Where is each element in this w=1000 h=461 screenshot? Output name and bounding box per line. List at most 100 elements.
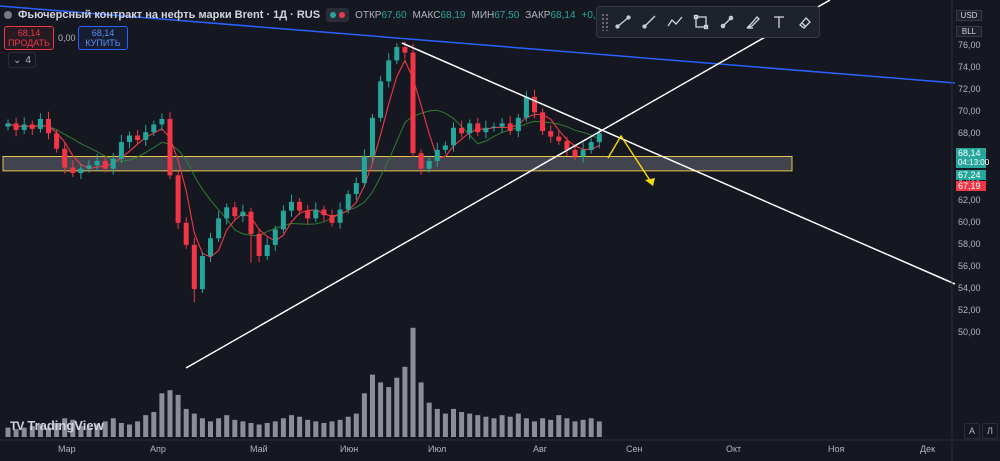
candle-body (110, 158, 116, 169)
volume-bar (86, 427, 92, 437)
price-axis-label: 76,00 (958, 40, 981, 50)
volume-bar (394, 377, 400, 437)
candle-body (224, 207, 230, 219)
volume-bar (46, 427, 51, 437)
volume-bar (370, 374, 375, 437)
candle-body (353, 183, 359, 195)
price-axis-label: 70,00 (958, 106, 981, 117)
market-status-pill[interactable] (326, 8, 350, 22)
candle-body (515, 117, 521, 132)
ohlc-open: ОТКР67,60 (355, 9, 407, 21)
volume-bar (224, 415, 230, 437)
volume-bar (21, 427, 27, 437)
tradingview-logo[interactable]: TV TradingView (10, 418, 104, 433)
falling-resistance-trendline (401, 42, 956, 285)
volume-bar (556, 415, 562, 437)
ohlc-low: МИН67,50 (471, 9, 520, 21)
symbol-title[interactable]: Фьючерсный контракт на нефть марки Brent… (18, 9, 321, 21)
blue-trendline (0, 5, 956, 84)
candle-body (232, 207, 238, 217)
symbol-header: Фьючерсный контракт на нефть марки Brent… (4, 6, 650, 24)
trend-line-tool-button[interactable] (611, 10, 635, 34)
price-axis-label: 52,00 (958, 305, 981, 316)
candle-body (199, 255, 205, 290)
candle-body (548, 131, 554, 137)
drag-handle-icon[interactable] (601, 13, 609, 31)
tradingview-logo-icon: TV (10, 418, 24, 433)
volume-bar (289, 415, 294, 437)
forecast-path (607, 134, 654, 186)
buy-button[interactable]: 68,14 КУПИТЬ (78, 26, 128, 50)
eraser-tool-button[interactable] (793, 10, 817, 34)
currency-selector[interactable]: USD (956, 10, 982, 21)
log-scale-button[interactable]: Л (982, 423, 998, 439)
volume-bar (5, 427, 11, 437)
volume-bar (572, 421, 578, 437)
candle-body (256, 233, 262, 256)
trend-line-icon (615, 15, 631, 29)
volume-bar (240, 421, 246, 437)
trade-panel: 68,14 ПРОДАТЬ 0,00 68,14 КУПИТЬ (4, 26, 128, 50)
candle-body (272, 229, 278, 245)
candle-body (564, 141, 570, 150)
price-axis-label: 54,00 (958, 283, 981, 294)
sell-button[interactable]: 68,14 ПРОДАТЬ (4, 26, 54, 50)
candle-body (556, 136, 562, 142)
candle-body (208, 238, 213, 256)
volume-bar (499, 415, 505, 437)
candle-body (345, 194, 351, 210)
volume-bar (151, 412, 157, 437)
indicators-count: 4 (25, 54, 31, 66)
ray-tool-button[interactable] (637, 10, 661, 34)
market-open-icon (330, 12, 337, 18)
candle-body (143, 132, 149, 140)
rectangle-tool-button[interactable] (689, 10, 713, 34)
candle-body (434, 149, 440, 161)
candle-body (467, 123, 473, 134)
buy-label: КУПИТЬ (85, 38, 121, 48)
candle-body (78, 168, 84, 174)
volume-bar (426, 402, 432, 437)
candle-body (588, 142, 594, 150)
candle-body (540, 112, 546, 132)
candle-body (459, 127, 465, 134)
volume-bar (208, 421, 213, 437)
price-tag: 67,19 (956, 181, 986, 191)
path-tool-button[interactable] (663, 10, 687, 34)
volume-bar (418, 382, 424, 437)
candle-body (402, 47, 408, 53)
sell-label: ПРОДАТЬ (8, 38, 50, 48)
volume-bar (467, 413, 473, 437)
volume-bar (313, 421, 319, 437)
time-axis-label: Июл (428, 444, 447, 454)
volume-bar (110, 418, 116, 437)
candle-body (21, 124, 27, 130)
candle-body (183, 222, 189, 245)
volume-bar (321, 422, 327, 437)
candle-body (94, 160, 100, 166)
candle-body (499, 123, 505, 127)
candle-body (394, 47, 400, 61)
auto-scale-button[interactable]: A (964, 423, 980, 439)
price-axis-label: 68,00 (958, 128, 981, 139)
candle-body (426, 160, 432, 169)
candle-body (507, 123, 513, 132)
indicators-toggle[interactable]: ⌄ 4 (8, 52, 36, 68)
volume-bar (127, 424, 132, 437)
candle-body (5, 123, 11, 127)
candle-body (70, 167, 76, 174)
logo-text: TradingView (27, 418, 104, 433)
unit-selector[interactable]: BLL (956, 26, 982, 37)
text-tool-button[interactable] (767, 10, 791, 34)
time-axis-label: Июн (340, 444, 359, 454)
candle-body (491, 126, 497, 128)
ma-slow-line (7, 109, 600, 237)
price-axis-label: 58,00 (958, 238, 981, 249)
brush-tool-button[interactable] (715, 10, 739, 34)
highlighter-tool-button[interactable] (741, 10, 765, 34)
price-tag: 68,14 04:13:00 (956, 148, 990, 168)
time-axis-label: Сен (626, 444, 643, 454)
candle-body (532, 96, 537, 113)
